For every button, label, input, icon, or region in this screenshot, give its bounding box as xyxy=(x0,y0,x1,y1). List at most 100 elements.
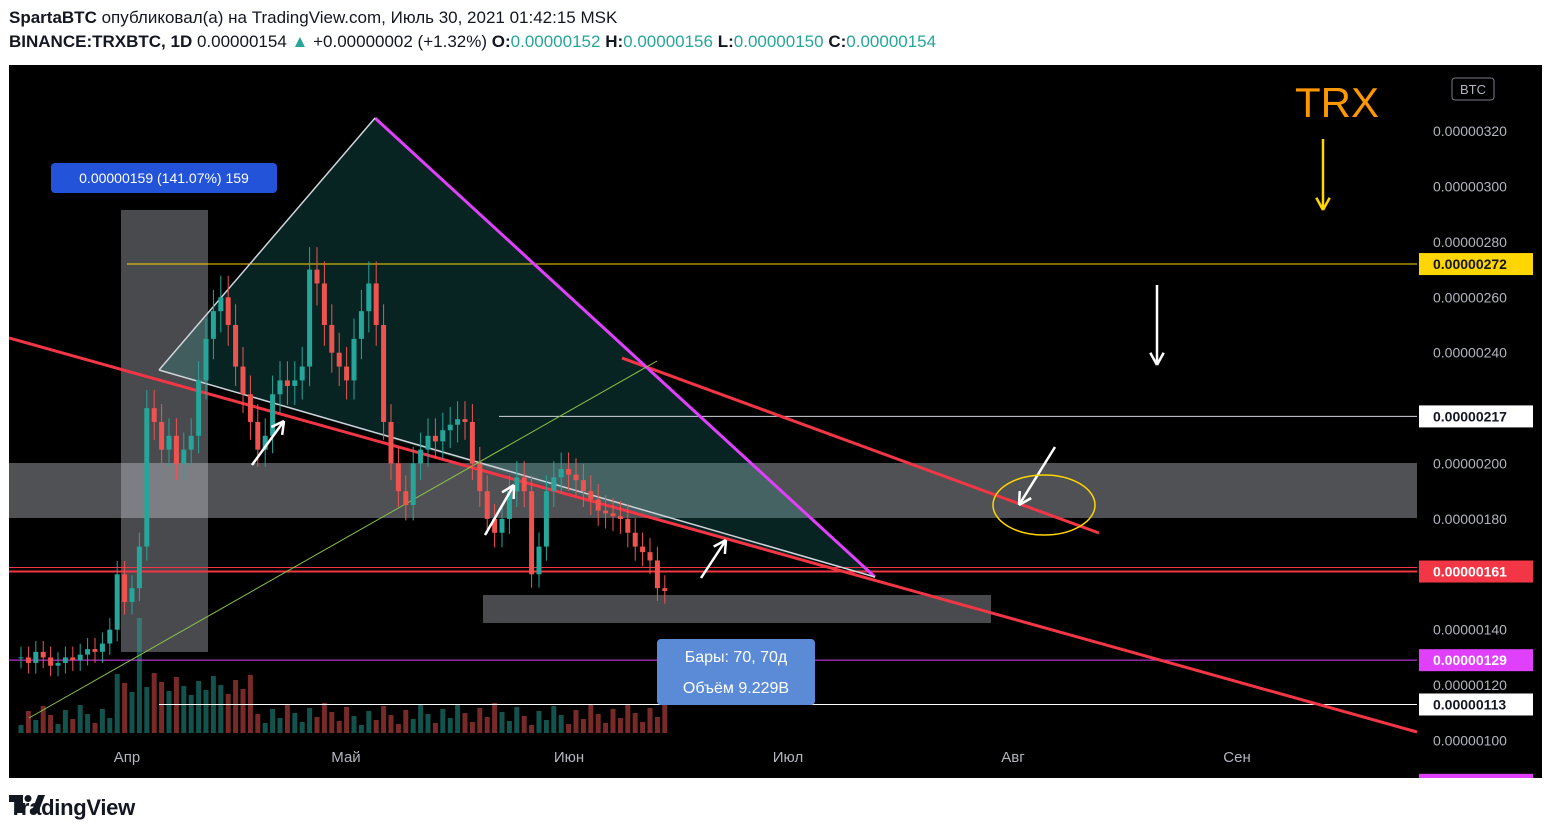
candle-body xyxy=(440,430,446,442)
price-tag xyxy=(1419,253,1533,276)
candle-body xyxy=(181,449,187,464)
volume-bar xyxy=(462,713,468,733)
triangle-upper-line xyxy=(373,116,877,579)
volume-bar xyxy=(107,718,113,733)
volume-bar xyxy=(122,683,128,733)
volume-bar xyxy=(625,704,631,733)
candle-body xyxy=(292,380,298,386)
y-axis-tick: 0.00000300 xyxy=(1433,179,1507,195)
volume-bar xyxy=(351,716,357,733)
volume-bar xyxy=(499,712,505,733)
volume-bar xyxy=(640,722,646,733)
candle-body xyxy=(632,532,638,547)
low-value: 0.00000150 xyxy=(733,32,824,51)
chart-area[interactable]: TRX 0.00000159 (141.07%) 159 Бары: 70, 70д… xyxy=(9,65,1542,778)
x-axis-label: Апр xyxy=(114,749,140,766)
triangle-fill xyxy=(159,118,875,577)
candle-body xyxy=(536,546,542,575)
volume-bar xyxy=(284,704,290,733)
volume-bar xyxy=(173,677,179,733)
triangle-left-line xyxy=(158,117,376,371)
volume-bar xyxy=(432,723,438,733)
volume-bar xyxy=(373,720,379,733)
author-name[interactable]: SpartaBTC xyxy=(9,8,97,27)
target-zone xyxy=(483,595,991,623)
candle-body xyxy=(225,297,231,325)
descending-support-line xyxy=(9,336,1418,734)
candle-body xyxy=(477,463,483,492)
candle-body xyxy=(18,657,24,659)
candle-body xyxy=(240,366,246,395)
down-arrow-icon xyxy=(1315,139,1331,211)
volume-bar xyxy=(233,680,239,733)
volume-bar xyxy=(492,703,498,733)
volume-bar xyxy=(225,694,231,733)
candle-body xyxy=(499,518,505,533)
close-value: 0.00000154 xyxy=(846,32,937,51)
volume-bar xyxy=(62,710,68,733)
volume-bar xyxy=(543,720,549,733)
candle-body xyxy=(329,325,335,353)
candle-body xyxy=(48,657,54,666)
volume-bar xyxy=(447,718,453,733)
candle-body xyxy=(351,338,357,381)
price-chart[interactable]: TRX 0.00000159 (141.07%) 159 Бары: 70, 70д… xyxy=(9,65,1542,778)
volume-bar xyxy=(188,695,194,733)
y-axis-tick: 0.00000180 xyxy=(1433,511,1507,527)
candle-body xyxy=(159,421,165,450)
y-axis-tick: 0.00000240 xyxy=(1433,345,1507,361)
candle-body xyxy=(55,662,61,666)
volume-bar xyxy=(136,618,142,733)
price-change: +0.00000002 (+1.32%) xyxy=(313,32,488,51)
candle-body xyxy=(107,629,113,644)
candle-body xyxy=(595,499,601,511)
up-arrow-icon xyxy=(699,538,728,579)
candle-body xyxy=(314,269,320,284)
volume-bar xyxy=(440,709,446,733)
volume-bar xyxy=(307,708,313,733)
x-axis-label: Авг xyxy=(1001,749,1025,766)
candle-body xyxy=(573,474,579,481)
candle-body xyxy=(321,283,327,325)
y-axis-tick: 0.00000120 xyxy=(1433,677,1507,693)
volume-bar xyxy=(314,717,320,733)
candle-body xyxy=(447,424,453,431)
candle-body xyxy=(381,325,387,422)
candle-body xyxy=(77,654,83,661)
symbol-name[interactable]: BINANCE:TRXBTC, 1D xyxy=(9,32,193,51)
candle-body xyxy=(410,463,416,506)
volume-label: Объём 9.229B xyxy=(683,680,789,697)
open-value: 0.00000152 xyxy=(510,32,601,51)
y-axis-tick: 0.00000140 xyxy=(1433,622,1507,638)
candle-body xyxy=(366,283,372,312)
candle-body xyxy=(92,649,98,652)
candle-body xyxy=(62,657,68,663)
volume-bar xyxy=(329,712,335,733)
candle-body xyxy=(610,513,616,517)
volume-bar xyxy=(521,716,527,733)
volume-bar xyxy=(580,719,586,733)
candle-body xyxy=(625,518,631,533)
x-axis-label: Май xyxy=(331,749,360,766)
volume-bar xyxy=(240,689,246,733)
candle-body xyxy=(432,435,438,442)
volume-bar xyxy=(595,714,601,733)
highlight-ellipse xyxy=(992,474,1096,536)
candle-body xyxy=(566,469,572,475)
candle-body xyxy=(144,408,150,547)
candle-body xyxy=(603,510,609,514)
volume-bar xyxy=(159,682,165,733)
volume-bar xyxy=(477,708,483,733)
chart-header: SpartaBTC опубликовал(а) на TradingView.… xyxy=(9,6,1539,54)
volume-bar xyxy=(662,703,668,733)
candle-body xyxy=(484,491,490,519)
footer-logo[interactable]: TradingView xyxy=(9,795,135,821)
candle-body xyxy=(299,366,305,381)
volume-bar xyxy=(617,718,623,733)
trx-title: TRX xyxy=(1295,79,1379,126)
y-axis-tick: 0.00000100 xyxy=(1433,733,1507,749)
volume-bar xyxy=(632,713,638,733)
volume-bar xyxy=(218,685,224,733)
candle-body xyxy=(33,651,39,663)
volume-bar xyxy=(506,721,512,733)
